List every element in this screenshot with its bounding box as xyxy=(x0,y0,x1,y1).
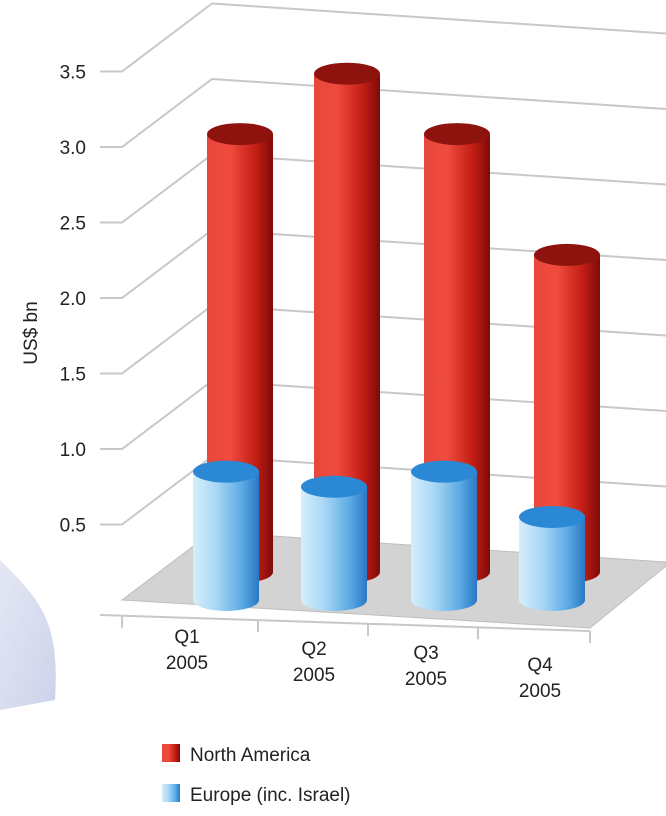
background-decoration xyxy=(0,560,56,710)
legend-swatch xyxy=(162,784,180,802)
x-tick-label: Q2 xyxy=(301,639,326,660)
legend-label: Europe (inc. Israel) xyxy=(190,785,351,806)
y-tick-label: 2.5 xyxy=(60,214,86,235)
x-tick-label: 2005 xyxy=(519,681,561,702)
legend: North America Europe (inc. Israel) xyxy=(162,744,351,806)
gridline xyxy=(100,153,666,224)
series-north-america xyxy=(207,62,600,583)
y-axis: 0.5 1.0 1.5 2.0 2.5 3.0 3.5 xyxy=(60,63,86,537)
x-tick-label: Q1 xyxy=(174,627,199,648)
x-tick-label: Q3 xyxy=(413,643,438,664)
x-tick-label: 2005 xyxy=(293,665,335,686)
bar-north-america xyxy=(314,62,380,583)
y-tick-label: 0.5 xyxy=(60,516,86,537)
gridline xyxy=(100,2,666,73)
x-axis: Q1 2005 Q2 2005 Q3 2005 Q4 2005 xyxy=(99,614,591,702)
bar-europe xyxy=(519,505,585,611)
x-axis-line xyxy=(99,614,591,632)
x-tick-label: 2005 xyxy=(166,653,208,674)
chart-grid xyxy=(100,2,666,526)
legend-label: North America xyxy=(190,745,311,766)
y-tick-label: 1.5 xyxy=(60,365,86,386)
legend-swatch xyxy=(162,744,180,762)
bar-north-america xyxy=(534,243,600,583)
y-tick-label: 1.0 xyxy=(60,440,86,461)
bar-europe xyxy=(193,460,259,611)
x-tick-label: Q4 xyxy=(527,655,553,676)
y-tick-label: 2.0 xyxy=(60,289,86,310)
y-axis-label: US$ bn xyxy=(21,301,42,364)
y-tick-label: 3.5 xyxy=(60,63,86,84)
y-tick-label: 3.0 xyxy=(60,138,86,159)
x-tick-label: 2005 xyxy=(405,669,447,690)
bar-europe xyxy=(411,460,477,611)
bar-europe xyxy=(301,475,367,611)
gridline xyxy=(100,77,666,148)
series-europe xyxy=(193,460,585,611)
